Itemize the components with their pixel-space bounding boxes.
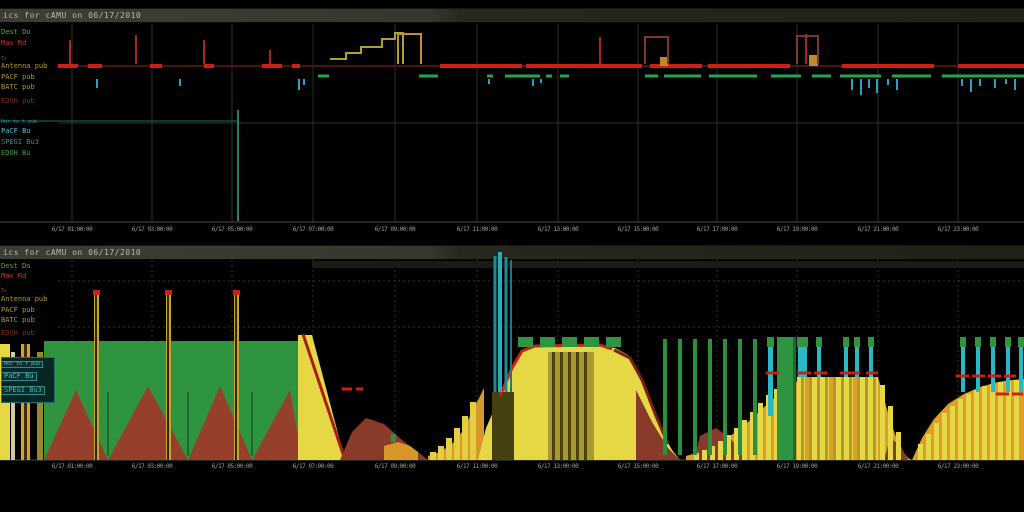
legend-item-bottom-2[interactable]: Tx bbox=[1, 288, 8, 294]
x-tick-label: 6/17 23:00:00 bbox=[937, 226, 979, 233]
x-tick-label: 6/17 13:00:00 bbox=[537, 226, 579, 233]
x-tick-label: 6/17 15:00:00 bbox=[617, 463, 659, 470]
bottom-panel-title: ics for cAMU on 06/17/2010 bbox=[3, 248, 142, 257]
legend-item-bottom-0[interactable]: Dest Do bbox=[1, 262, 31, 270]
legend-item-top-6[interactable]: EDOH pub bbox=[1, 97, 35, 105]
legend-item-top-4[interactable]: PACF pub bbox=[1, 73, 35, 81]
x-tick-label: 6/17 07:00:00 bbox=[292, 226, 334, 233]
x-tick-label: 6/17 15:00:00 bbox=[617, 226, 659, 233]
x-tick-label: 6/17 05:00:00 bbox=[211, 226, 253, 233]
legend-item-bottom-6[interactable]: EDOH pub bbox=[1, 329, 35, 337]
x-tick-label: 6/17 09:00:00 bbox=[374, 226, 416, 233]
legend-item-top-2[interactable]: Tx bbox=[1, 56, 8, 62]
legend-item-top-0[interactable]: Dest Do bbox=[1, 28, 31, 36]
x-tick-label: 6/17 07:00:00 bbox=[292, 463, 334, 470]
legend-item-top-8[interactable]: PaCF Bu bbox=[1, 127, 31, 135]
legend-item-top-1[interactable]: Max Rd bbox=[1, 39, 27, 47]
x-tick-label: 6/17 17:00:00 bbox=[696, 463, 738, 470]
legend-item-bottom-5[interactable]: BATC pub bbox=[1, 316, 35, 324]
x-tick-label: 6/17 21:00:00 bbox=[857, 226, 899, 233]
legend-item-bottom-1[interactable]: Max Rd bbox=[1, 272, 27, 280]
legend-item-bottom-7[interactable]: Hdr to t pub bbox=[1, 361, 44, 369]
legend-item-top-9[interactable]: SPEGI Bu3 bbox=[1, 138, 39, 146]
legend-item-top-7[interactable]: Hdr to t pub bbox=[1, 119, 38, 125]
x-tick-label: 6/17 19:00:00 bbox=[776, 463, 818, 470]
legend-item-bottom-9[interactable]: SPEGI Bu3 bbox=[1, 386, 45, 396]
x-tick-label: 6/17 09:00:00 bbox=[374, 463, 416, 470]
legend-item-bottom-4[interactable]: PACF pub bbox=[1, 306, 35, 314]
top-panel-plot bbox=[0, 24, 1024, 223]
legend-item-top-5[interactable]: BATC pub bbox=[1, 83, 35, 91]
x-tick-label: 6/17 21:00:00 bbox=[857, 463, 899, 470]
bottom-panel-titlebar: ics for cAMU on 06/17/2010 bbox=[0, 245, 1024, 260]
x-tick-label: 6/17 13:00:00 bbox=[537, 463, 579, 470]
x-tick-label: 6/17 11:00:00 bbox=[456, 226, 498, 233]
legend-item-top-10[interactable]: EDOH Bu bbox=[1, 149, 31, 157]
legend-item-bottom-3[interactable]: Antenna pub bbox=[1, 295, 48, 303]
x-tick-label: 6/17 03:00:00 bbox=[131, 463, 173, 470]
x-tick-label: 6/17 01:00:00 bbox=[51, 226, 93, 233]
x-tick-label: 6/17 23:00:00 bbox=[937, 463, 979, 470]
top-panel-title: ics for cAMU on 06/17/2010 bbox=[3, 11, 142, 20]
x-tick-label: 6/17 03:00:00 bbox=[131, 226, 173, 233]
legend-item-bottom-8[interactable]: PaCF Bu bbox=[1, 372, 37, 382]
bottom-panel-plot bbox=[0, 252, 1024, 461]
x-tick-label: 6/17 17:00:00 bbox=[696, 226, 738, 233]
x-tick-label: 6/17 11:00:00 bbox=[456, 463, 498, 470]
x-tick-label: 6/17 01:00:00 bbox=[51, 463, 93, 470]
top-panel-titlebar: ics for cAMU on 06/17/2010 bbox=[0, 8, 1024, 23]
x-tick-label: 6/17 19:00:00 bbox=[776, 226, 818, 233]
x-tick-label: 6/17 05:00:00 bbox=[211, 463, 253, 470]
legend-item-top-3[interactable]: Antenna pub bbox=[1, 62, 48, 70]
